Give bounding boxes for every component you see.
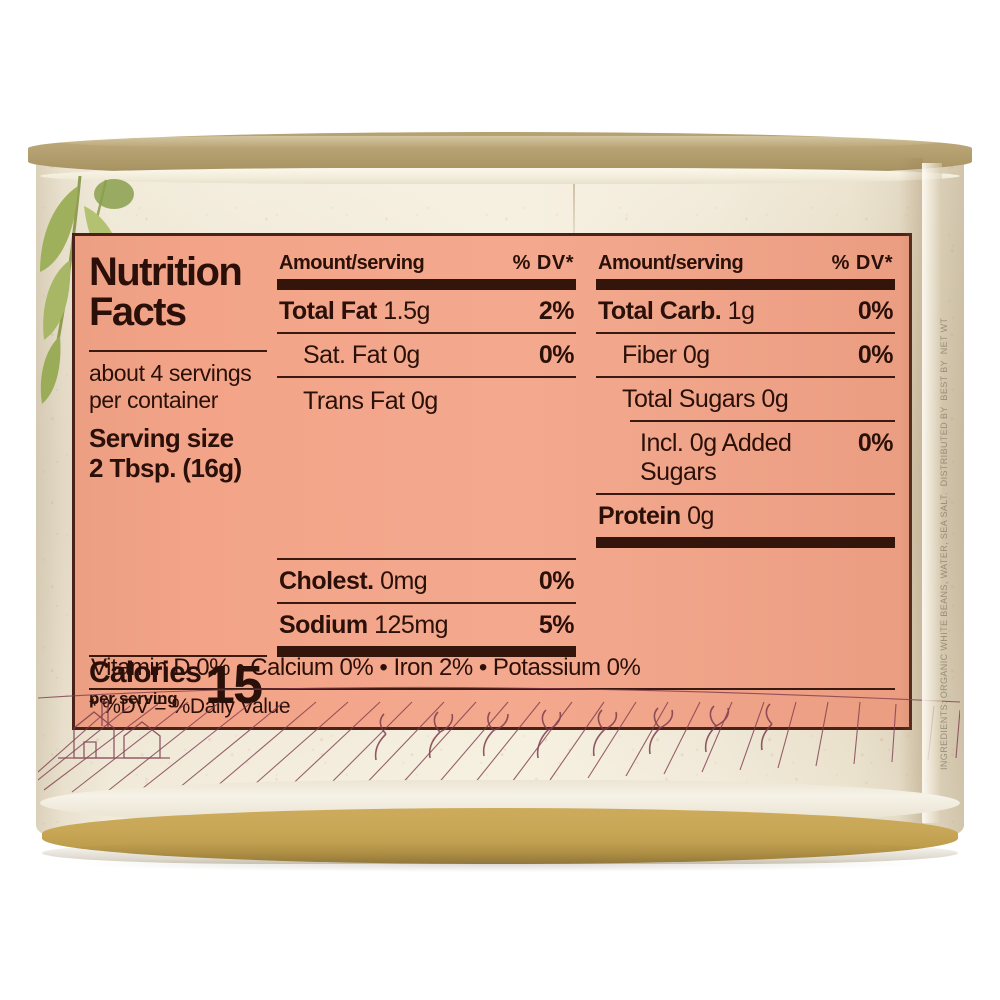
cholesterol-name: Cholest. bbox=[279, 567, 374, 595]
cholesterol-text: Cholest. 0mg bbox=[279, 567, 428, 596]
left-column-spacer bbox=[89, 483, 267, 649]
row-fiber: Fiber 0g 0% bbox=[596, 334, 895, 376]
rule-after-total-sugars bbox=[630, 420, 895, 422]
nutrition-facts-title: Nutrition Facts bbox=[89, 252, 267, 332]
total-carb-amount: 1g bbox=[727, 297, 755, 325]
servings-line-2: per container bbox=[89, 387, 219, 413]
sodium-dv: 5% bbox=[538, 611, 575, 639]
rule-after-sat-fat bbox=[277, 376, 576, 378]
sat-fat-text: Sat. Fat 0g bbox=[303, 341, 420, 369]
side-ingredient-text: INGREDIENTS: ORGANIC WHITE BEANS, WATER,… bbox=[939, 317, 949, 770]
rule-before-cholesterol bbox=[277, 558, 576, 560]
nutrition-facts-panel: Nutrition Facts about 4 servings per con… bbox=[72, 233, 912, 730]
row-cholesterol: Cholest. 0mg 0% bbox=[277, 560, 576, 602]
column-header-left: Amount/serving % DV* bbox=[277, 252, 576, 279]
fiber-text: Fiber 0g bbox=[622, 341, 710, 369]
nutrition-panel-grid: Nutrition Facts about 4 servings per con… bbox=[89, 246, 895, 719]
total-sugars-text: Total Sugars 0g bbox=[622, 385, 789, 413]
fiber-dv: 0% bbox=[857, 341, 894, 369]
serving-size-label: Serving size bbox=[89, 423, 234, 453]
protein-name: Protein bbox=[598, 502, 681, 530]
footer-rule-left bbox=[277, 646, 576, 657]
header-rule-left bbox=[277, 279, 576, 290]
title-divider bbox=[89, 350, 267, 352]
row-added-sugars: Incl. 0g Added Sugars 0% bbox=[596, 422, 895, 493]
total-carb-dv: 0% bbox=[857, 297, 894, 325]
sodium-amount: 125mg bbox=[374, 611, 449, 639]
mid-column-spacer bbox=[277, 425, 576, 558]
rule-after-total-fat bbox=[277, 332, 576, 334]
row-saturated-fat: Sat. Fat 0g 0% bbox=[277, 334, 576, 376]
rule-after-cholesterol bbox=[277, 602, 576, 604]
row-protein: Protein 0g bbox=[596, 495, 895, 537]
amount-per-serving-header-left: Amount/serving bbox=[279, 252, 425, 274]
micronutrients-strip: Vitamin D 0% • Calcium 0% • Iron 2% • Po… bbox=[89, 648, 895, 719]
rule-after-added-sugars bbox=[596, 493, 895, 495]
row-total-sugars: Total Sugars 0g bbox=[596, 378, 895, 420]
total-carb-name: Total Carb. bbox=[598, 297, 722, 325]
nutrients-column-left: Amount/serving % DV* Total Fat 1.5g 2% S… bbox=[277, 246, 576, 719]
total-fat-text: Total Fat 1.5g bbox=[279, 297, 430, 326]
title-line-1: Nutrition bbox=[89, 250, 243, 294]
can-neck-ring bbox=[40, 168, 960, 184]
can-base-rim bbox=[42, 808, 958, 864]
daily-value-footnote: * %DV = %Daily Value bbox=[89, 688, 895, 719]
protein-text: Protein 0g bbox=[598, 502, 714, 531]
dv-header-right: % DV* bbox=[831, 252, 893, 274]
trans-fat-text: Trans Fat 0g bbox=[303, 387, 438, 415]
sodium-name: Sodium bbox=[279, 611, 368, 639]
total-fat-name: Total Fat bbox=[279, 297, 377, 325]
total-carb-text: Total Carb. 1g bbox=[598, 297, 755, 326]
row-sodium: Sodium 125mg 5% bbox=[277, 604, 576, 646]
micronutrients-line: Vitamin D 0% • Calcium 0% • Iron 2% • Po… bbox=[91, 654, 641, 681]
title-line-2: Facts bbox=[89, 290, 187, 334]
column-header-right: Amount/serving % DV* bbox=[596, 252, 895, 279]
serving-size-value: 2 Tbsp. (16g) bbox=[89, 453, 242, 483]
cholesterol-dv: 0% bbox=[538, 567, 575, 595]
servings-line-1: about 4 servings bbox=[89, 360, 252, 386]
added-sugars-text: Incl. 0g Added Sugars bbox=[640, 429, 792, 486]
calories-label: Calories bbox=[89, 656, 202, 689]
footer-rule-right bbox=[596, 537, 895, 548]
protein-amount: 0g bbox=[687, 502, 714, 530]
can-seam-line bbox=[573, 170, 575, 270]
row-trans-fat: Trans Fat 0g bbox=[277, 378, 576, 425]
row-total-fat: Total Fat 1.5g 2% bbox=[277, 290, 576, 332]
nutrients-column-right: Amount/serving % DV* Total Carb. 1g 0% F… bbox=[596, 246, 895, 719]
dv-header-left: % DV* bbox=[512, 252, 574, 274]
total-fat-dv: 2% bbox=[538, 297, 575, 325]
calories-divider bbox=[89, 655, 267, 657]
total-fat-amount: 1.5g bbox=[383, 297, 430, 325]
amount-per-serving-header-right: Amount/serving bbox=[598, 252, 744, 274]
right-bottom-gap bbox=[596, 548, 895, 610]
servings-per-container: about 4 servings per container bbox=[89, 360, 267, 414]
cholesterol-amount: 0mg bbox=[380, 567, 428, 595]
rule-after-fiber bbox=[596, 376, 895, 378]
rule-after-total-carb bbox=[596, 332, 895, 334]
added-sugars-dv: 0% bbox=[857, 429, 894, 457]
sat-fat-dv: 0% bbox=[538, 341, 575, 369]
row-total-carb: Total Carb. 1g 0% bbox=[596, 290, 895, 332]
sodium-text: Sodium 125mg bbox=[279, 611, 449, 640]
header-rule-right bbox=[596, 279, 895, 290]
